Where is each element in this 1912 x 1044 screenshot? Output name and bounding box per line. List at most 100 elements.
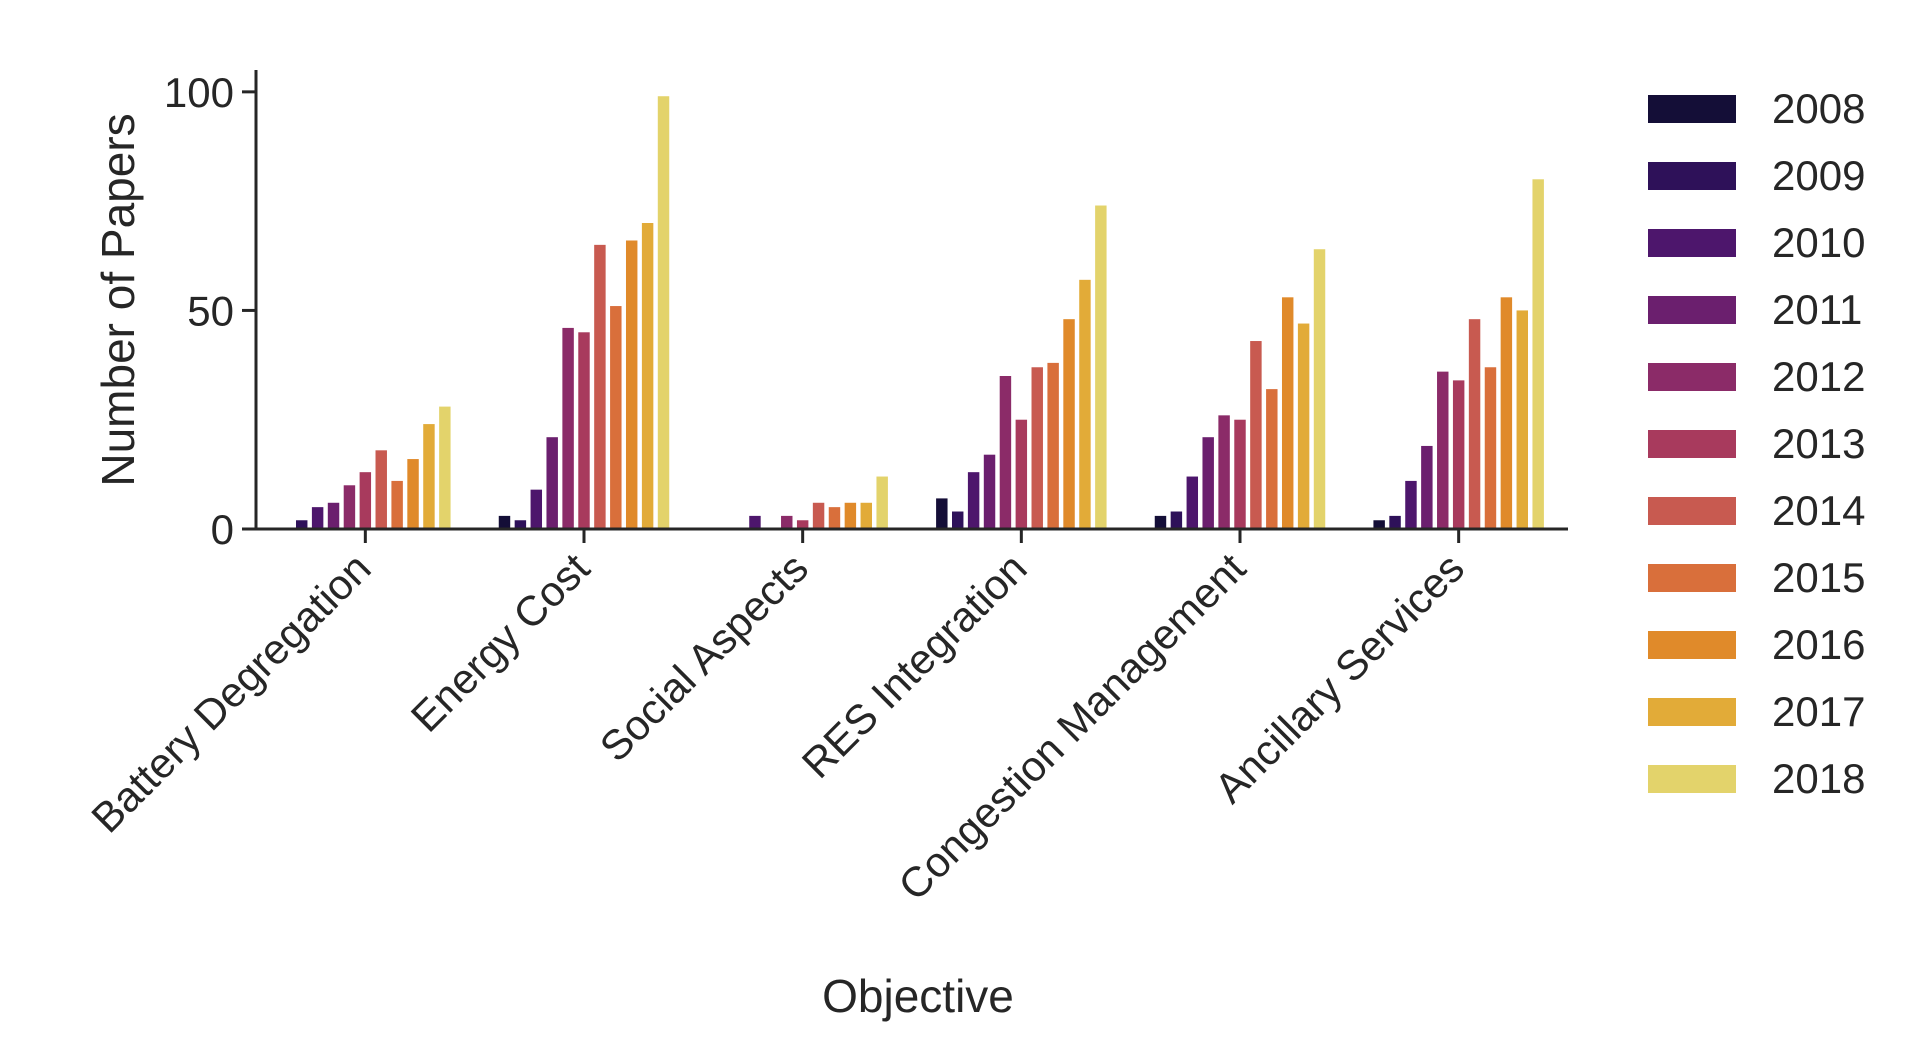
legend-swatch (1648, 430, 1736, 458)
bar (439, 406, 451, 529)
bar (1468, 319, 1481, 529)
bar (749, 515, 761, 529)
bar (1095, 205, 1107, 529)
bar (1500, 297, 1513, 529)
bar (594, 244, 606, 529)
bar (514, 520, 527, 529)
legend-swatch (1648, 95, 1736, 123)
bar (1421, 445, 1433, 529)
bar (407, 459, 419, 529)
bar (1281, 297, 1294, 529)
bar (1516, 310, 1529, 529)
bar (562, 327, 574, 529)
bar (641, 223, 654, 529)
bar (546, 437, 558, 529)
bar (375, 450, 387, 529)
bar (951, 511, 964, 529)
bar (1389, 515, 1401, 529)
bar (343, 485, 356, 529)
y-tick-label: 0 (211, 506, 234, 553)
y-axis-title: Number of Papers (92, 113, 144, 486)
bar (625, 240, 638, 529)
legend-label: 2015 (1772, 554, 1865, 601)
bar (812, 502, 825, 529)
legend-label: 2017 (1772, 688, 1865, 735)
legend-swatch (1648, 162, 1736, 190)
bar (999, 376, 1012, 529)
legend-swatch (1648, 564, 1736, 592)
bar (530, 489, 543, 529)
legend-label: 2008 (1772, 85, 1865, 132)
x-category-label: RES Integration (793, 544, 1036, 787)
bar (311, 507, 324, 529)
bar (1063, 319, 1075, 529)
bar (1313, 249, 1326, 529)
y-tick-label: 50 (187, 287, 234, 334)
y-ticks-layer: 0 50 100 (164, 69, 256, 553)
bar (828, 507, 841, 529)
bar (359, 472, 372, 529)
bar (295, 520, 308, 529)
bar (1202, 437, 1214, 529)
bar (781, 515, 793, 529)
bar (498, 515, 511, 529)
bar (1373, 520, 1385, 529)
bar (657, 96, 670, 529)
y-tick-label: 100 (164, 69, 234, 116)
legend-swatch (1648, 363, 1736, 391)
legend-label: 2016 (1772, 621, 1865, 668)
bar (876, 476, 888, 529)
legend-swatch (1648, 497, 1736, 525)
legend-label: 2010 (1772, 219, 1865, 266)
x-category-label: Battery Degregation (82, 544, 379, 841)
bar (1405, 480, 1417, 529)
x-category-label: Social Aspects (591, 544, 817, 770)
bar (423, 424, 435, 529)
legend-label: 2018 (1772, 755, 1865, 802)
bar (1031, 367, 1043, 529)
legend-swatch (1648, 698, 1736, 726)
bar (983, 454, 996, 529)
bar (796, 520, 809, 529)
bars-layer (295, 96, 1544, 530)
x-axis-title: Objective (822, 970, 1014, 1022)
bar (844, 502, 857, 529)
bar (1154, 515, 1167, 529)
bar (1452, 380, 1465, 529)
legend-label: 2013 (1772, 420, 1865, 467)
bar (1532, 179, 1544, 530)
bar (327, 502, 340, 529)
bar (936, 498, 948, 529)
legend-swatch (1648, 765, 1736, 793)
bar (1297, 323, 1310, 529)
axes-layer (254, 70, 1568, 531)
bar (860, 502, 873, 529)
bar (1015, 419, 1028, 529)
bar (1170, 511, 1183, 529)
bar (1234, 419, 1246, 529)
bar (1437, 371, 1449, 529)
legend-swatch (1648, 296, 1736, 324)
x-category-label: Congestion Management (889, 544, 1254, 909)
legend-swatch (1648, 229, 1736, 257)
bar (1186, 476, 1199, 529)
legend-label: 2009 (1772, 152, 1865, 199)
bar (1079, 279, 1091, 529)
legend-label: 2011 (1772, 286, 1862, 333)
legend: 2008 2009 2010 2011 2012 2013 2014 2015 2016 2017… (1648, 85, 1865, 802)
bar (1218, 415, 1230, 529)
legend-label: 2012 (1772, 353, 1865, 400)
bar (967, 472, 980, 529)
x-category-label: Energy Cost (402, 544, 599, 741)
legend-label: 2014 (1772, 487, 1865, 534)
bar (1484, 367, 1497, 529)
bar (1250, 341, 1262, 529)
bar (1047, 362, 1059, 529)
legend-swatch (1648, 631, 1736, 659)
bar (391, 480, 403, 529)
bar (610, 306, 622, 529)
bar (1266, 389, 1278, 529)
